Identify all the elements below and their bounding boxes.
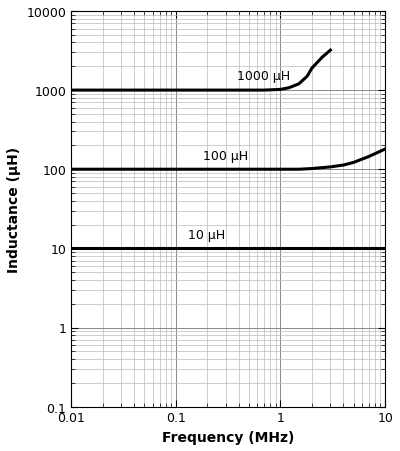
X-axis label: Frequency (MHz): Frequency (MHz) — [162, 430, 294, 444]
Y-axis label: Inductance (μH): Inductance (μH) — [7, 147, 21, 272]
Text: 100 μH: 100 μH — [202, 149, 248, 162]
Text: 1000 μH: 1000 μH — [236, 70, 290, 83]
Text: 10 μH: 10 μH — [188, 228, 225, 241]
